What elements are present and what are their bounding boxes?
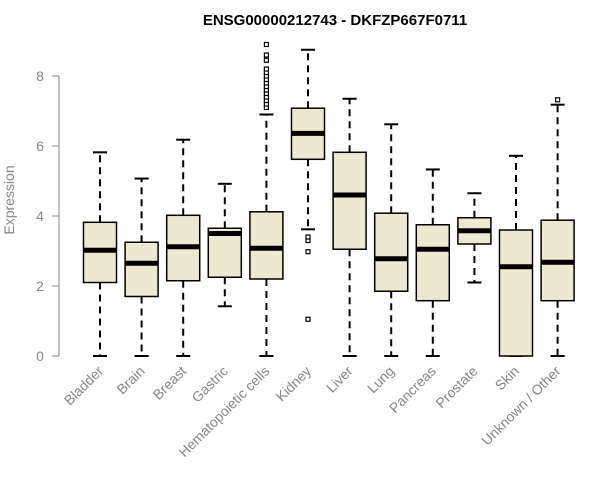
- x-tick-label: Kidney: [273, 363, 315, 405]
- iqr-box: [373, 212, 409, 292]
- outlier-point: [263, 52, 269, 58]
- iqr-box: [332, 151, 367, 250]
- box-unknown-other: [540, 97, 575, 357]
- iqr-box: [207, 227, 243, 278]
- box-prostate: [457, 192, 492, 284]
- outlier-point: [305, 249, 311, 255]
- box-kidney: [290, 48, 326, 322]
- box-breast: [165, 138, 201, 357]
- x-tick-label: Lung: [364, 363, 397, 396]
- y-tick-label: 4: [36, 208, 44, 224]
- iqr-box: [498, 229, 534, 357]
- outlier-point: [263, 66, 269, 72]
- outlier-point: [305, 316, 311, 322]
- outlier-point: [554, 97, 561, 103]
- y-axis-ticks: 0 2 4 6 8: [36, 68, 59, 364]
- x-tick-label: Bladder: [61, 363, 107, 409]
- box-gastric: [207, 182, 243, 308]
- y-tick-label: 0: [36, 348, 44, 364]
- outlier-point: [263, 57, 269, 63]
- x-tick-label: Liver: [323, 363, 356, 396]
- box-lung: [373, 123, 409, 357]
- y-tick-label: 8: [36, 68, 44, 84]
- plot-area: [82, 41, 575, 357]
- chart-title: ENSG00000212743 - DKFZP667F0711: [203, 12, 467, 29]
- x-tick-label: Skin: [492, 363, 523, 394]
- x-tick-label: Unknown / Other: [478, 363, 564, 449]
- box-bladder: [82, 151, 118, 357]
- box-pancreas: [415, 168, 451, 357]
- x-tick-label: Breast: [149, 363, 189, 403]
- box-liver: [332, 97, 367, 357]
- box-brain: [124, 177, 159, 357]
- iqr-box: [249, 211, 284, 280]
- outlier-point: [263, 41, 269, 48]
- y-axis-label: Expression: [1, 165, 17, 234]
- outlier-point: [305, 234, 311, 240]
- iqr-box: [124, 241, 159, 298]
- x-tick-label: Brain: [113, 363, 147, 397]
- iqr-box: [415, 224, 451, 302]
- box-hematopoietic-cells: [249, 41, 284, 357]
- y-tick-label: 2: [36, 278, 44, 294]
- y-tick-label: 6: [36, 138, 44, 154]
- x-tick-label: Prostate: [432, 363, 480, 411]
- box-skin: [498, 154, 534, 357]
